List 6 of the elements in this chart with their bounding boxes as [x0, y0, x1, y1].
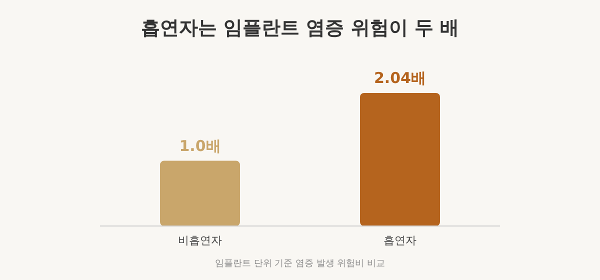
chart-title: 흡연자는 임플란트 염증 위험이 두 배: [140, 17, 460, 39]
x-tick-label: 흡연자: [384, 234, 416, 247]
data-label: 1.0배: [179, 136, 221, 155]
x-tick-label: 비흡연자: [178, 234, 222, 247]
data-label: 2.04배: [374, 69, 426, 87]
text: 임플란트 단위 기준 염증 발생 위험비 비교: [214, 259, 386, 269]
